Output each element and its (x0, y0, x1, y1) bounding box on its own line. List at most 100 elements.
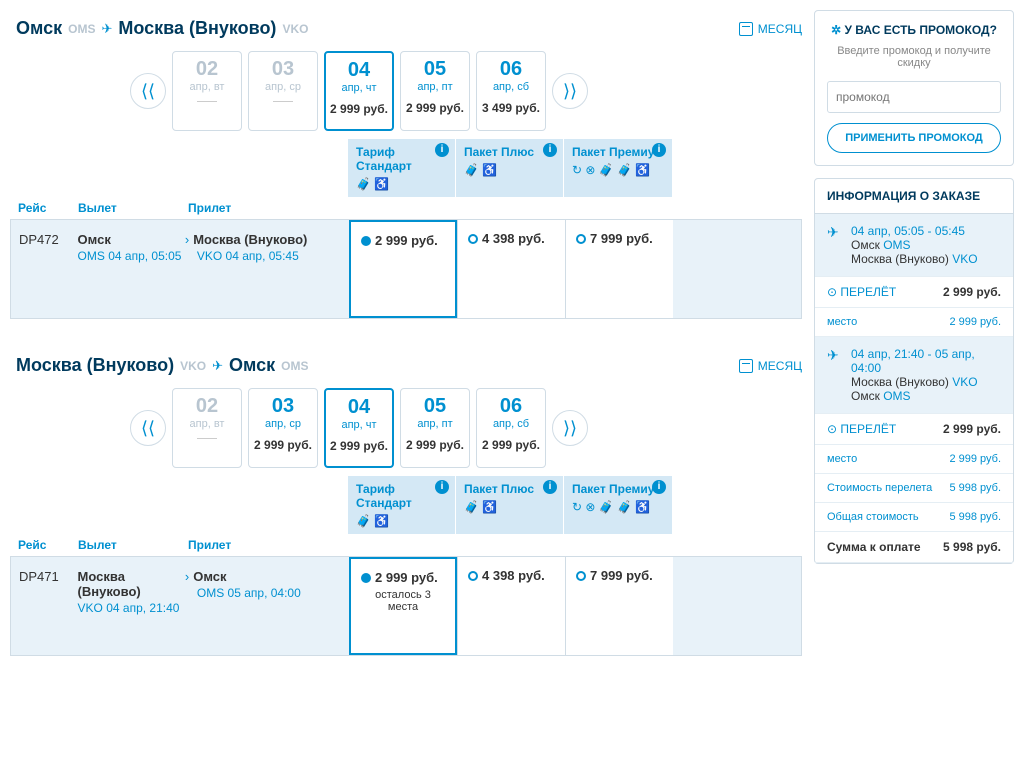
date-price: 3 499 руб. (479, 101, 543, 115)
tariff-column[interactable]: Пакет Плюс i 🧳 ♿ (456, 476, 564, 534)
promo-title: ✲ У ВАС ЕСТЬ ПРОМОКОД? (827, 23, 1001, 37)
date-card[interactable]: 05 апр, пт 2 999 руб. (400, 51, 470, 131)
date-card[interactable]: 02 апр, вт (172, 51, 242, 131)
from-code: OMS (68, 22, 95, 36)
info-icon[interactable]: i (652, 480, 666, 494)
seats-left: осталось 3 места (361, 589, 445, 613)
arrival-info: ›Москва (Внуково)VKO 04 апр, 05:45 (185, 232, 341, 306)
no-price (197, 101, 217, 102)
date-dow: апр, вт (175, 418, 239, 430)
column-labels: Рейс Вылет Прилет (10, 534, 802, 556)
departure-info: ОмскOMS 04 апр, 05:05 (78, 232, 185, 306)
plane-icon: ✈ (212, 358, 223, 374)
arrow-right-icon: › (185, 569, 189, 584)
price-cell[interactable]: 4 398 руб. (457, 557, 565, 655)
date-card[interactable]: 06 апр, сб 3 499 руб. (476, 51, 546, 131)
prev-dates-button[interactable]: ⟨⟨ (130, 73, 166, 109)
prev-dates-button[interactable]: ⟨⟨ (130, 410, 166, 446)
price-value: 2 999 руб. (375, 570, 438, 585)
info-icon[interactable]: i (652, 143, 666, 157)
to-code: OMS (281, 359, 308, 373)
date-dow: апр, чт (328, 419, 390, 431)
order-segment: ✈04 апр, 21:40 - 05 апр, 04:00Москва (Вн… (815, 337, 1013, 414)
date-card[interactable]: 05 апр, пт 2 999 руб. (400, 388, 470, 468)
price-value: 4 398 руб. (482, 568, 545, 583)
date-day: 02 (175, 58, 239, 81)
order-line: ⊙ ПЕРЕЛЁТ2 999 руб. (815, 277, 1013, 308)
tariff-icons: 🧳 ♿ (464, 500, 555, 514)
price-radio[interactable] (361, 236, 371, 246)
promo-input[interactable] (827, 81, 1001, 113)
price-cell[interactable]: 7 999 руб. (565, 557, 673, 655)
date-card[interactable]: 03 апр, ср 2 999 руб. (248, 388, 318, 468)
price-radio[interactable] (468, 234, 478, 244)
tariff-icons: ↻ ⊗ 🧳 🧳 ♿ (572, 500, 664, 514)
date-day: 03 (251, 395, 315, 418)
price-radio[interactable] (576, 234, 586, 244)
tariff-icons: 🧳 ♿ (464, 163, 555, 177)
flight-info: DP471 Москва (Внуково)VKO 04 апр, 21:40 … (11, 557, 349, 655)
date-day: 04 (328, 59, 390, 82)
flight-number: DP472 (19, 232, 78, 306)
info-icon[interactable]: i (543, 480, 557, 494)
from-code: VKO (180, 359, 206, 373)
tariff-column[interactable]: Пакет Плюс i 🧳 ♿ (456, 139, 564, 197)
order-line-label: ⊙ ПЕРЕЛЁТ (827, 422, 896, 436)
tariff-column[interactable]: Тариф Стандарт i 🧳 ♿ (348, 139, 456, 197)
price-radio[interactable] (576, 571, 586, 581)
order-line-label: Общая стоимость (827, 511, 919, 523)
next-dates-button[interactable]: ⟩⟩ (552, 73, 588, 109)
date-price: 2 999 руб. (403, 101, 467, 115)
flight-number: DP471 (19, 569, 78, 643)
next-dates-button[interactable]: ⟩⟩ (552, 410, 588, 446)
date-strip: ⟨⟨02 апр, вт 03 апр, ср 04 апр, чт 2 999… (130, 51, 802, 131)
date-card[interactable]: 06 апр, сб 2 999 руб. (476, 388, 546, 468)
tariff-column[interactable]: Пакет Премиум i ↻ ⊗ 🧳 🧳 ♿ (564, 139, 672, 197)
date-card[interactable]: 04 апр, чт 2 999 руб. (324, 388, 394, 468)
column-labels: Рейс Вылет Прилет (10, 197, 802, 219)
arrow-right-icon: › (185, 232, 189, 247)
tariff-column[interactable]: Пакет Премиум i ↻ ⊗ 🧳 🧳 ♿ (564, 476, 672, 534)
date-day: 05 (403, 58, 467, 81)
tariff-column[interactable]: Тариф Стандарт i 🧳 ♿ (348, 476, 456, 534)
price-cell[interactable]: 7 999 руб. (565, 220, 673, 318)
no-price (273, 101, 293, 102)
date-price: 2 999 руб. (479, 438, 543, 452)
price-radio[interactable] (361, 573, 371, 583)
col-arrival: Прилет (188, 201, 348, 215)
date-day: 05 (403, 395, 467, 418)
from-city: Москва (Внуково) (16, 355, 174, 376)
date-dow: апр, ср (251, 418, 315, 430)
date-price: 2 999 руб. (251, 438, 315, 452)
date-price: 2 999 руб. (328, 439, 390, 453)
date-card[interactable]: 03 апр, ср (248, 51, 318, 131)
date-card[interactable]: 02 апр, вт (172, 388, 242, 468)
gear-icon: ✲ (831, 23, 841, 37)
order-line: Общая стоимость5 998 руб. (815, 503, 1013, 532)
date-card[interactable]: 04 апр, чт 2 999 руб. (324, 51, 394, 131)
date-dow: апр, чт (328, 82, 390, 94)
promo-subtitle: Введите промокод и получите скидку (827, 45, 1001, 69)
order-line-value: 2 999 руб. (943, 422, 1001, 436)
price-value: 2 999 руб. (375, 233, 438, 248)
info-icon[interactable]: i (543, 143, 557, 157)
info-icon[interactable]: i (435, 480, 449, 494)
tariff-name: Пакет Плюс (464, 482, 555, 496)
month-link[interactable]: МЕСЯЦ (739, 359, 802, 373)
col-flight: Рейс (18, 538, 78, 552)
col-flight: Рейс (18, 201, 78, 215)
tariff-name: Пакет Плюс (464, 145, 555, 159)
price-cell[interactable]: 2 999 руб. осталось 3 места (349, 557, 457, 655)
price-radio[interactable] (468, 571, 478, 581)
info-icon[interactable]: i (435, 143, 449, 157)
from-city: Омск (16, 18, 62, 39)
month-link[interactable]: МЕСЯЦ (739, 22, 802, 36)
date-dow: апр, вт (175, 81, 239, 93)
apply-promo-button[interactable]: ПРИМЕНИТЬ ПРОМОКОД (827, 123, 1001, 153)
calendar-icon (739, 22, 753, 36)
price-cell[interactable]: 2 999 руб. (349, 220, 457, 318)
tariff-header: Тариф Стандарт i 🧳 ♿ Пакет Плюс i 🧳 ♿ Па… (348, 476, 802, 534)
main-content: Омск OMS ✈ Москва (Внуково) VKO МЕСЯЦ⟨⟨0… (10, 10, 802, 656)
order-line-label: Стоимость перелета (827, 482, 932, 494)
price-cell[interactable]: 4 398 руб. (457, 220, 565, 318)
